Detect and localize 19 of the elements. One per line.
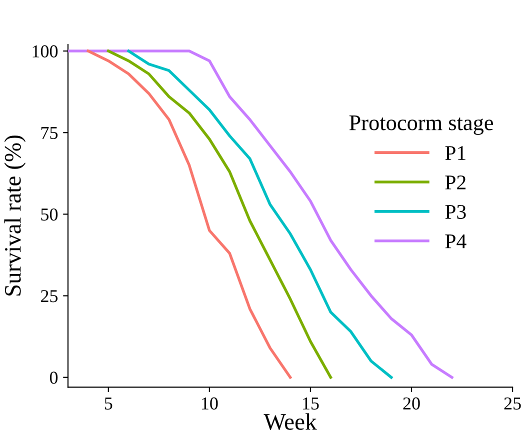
y-tick-label: 0 xyxy=(50,372,58,384)
y-tick-label: 75 xyxy=(41,127,58,140)
legend-title: Protocorm stage xyxy=(349,116,494,135)
line-series xyxy=(86,50,292,379)
x-tick-label: 25 xyxy=(504,397,521,410)
x-tick-label: 10 xyxy=(202,397,218,410)
x-tick-label: 15 xyxy=(303,397,319,410)
line-series xyxy=(107,50,332,379)
legend-label: P4 xyxy=(445,234,466,248)
legend-label: P3 xyxy=(445,204,466,219)
legend-label: P2 xyxy=(445,176,466,190)
x-axis-title: Week xyxy=(264,413,317,430)
x-tick-label: 20 xyxy=(403,397,420,410)
y-tick-label: 25 xyxy=(41,290,58,302)
legend-label: P1 xyxy=(445,146,466,160)
y-tick-label: 50 xyxy=(41,208,58,221)
x-tick-label: 5 xyxy=(104,398,112,410)
y-tick-label: 100 xyxy=(32,45,58,58)
y-axis-title: Survival rate (%) xyxy=(4,136,26,296)
